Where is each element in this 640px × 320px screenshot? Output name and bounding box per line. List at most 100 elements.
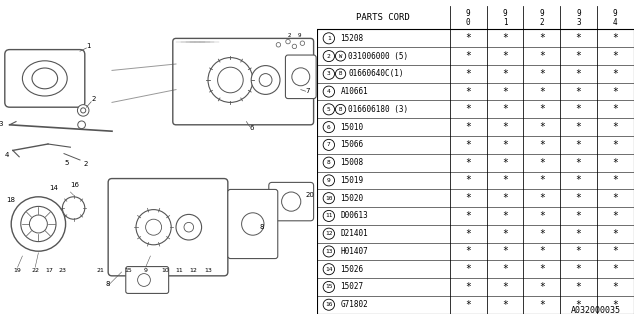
- Circle shape: [323, 51, 335, 62]
- Circle shape: [292, 68, 310, 86]
- Text: *: *: [539, 122, 545, 132]
- Text: *: *: [612, 51, 618, 61]
- Text: *: *: [465, 51, 471, 61]
- Ellipse shape: [32, 68, 58, 89]
- Text: *: *: [612, 175, 618, 185]
- Text: 11: 11: [325, 213, 333, 219]
- Text: 14: 14: [325, 267, 333, 272]
- Text: *: *: [612, 300, 618, 310]
- Text: 7: 7: [306, 88, 310, 94]
- Text: 16: 16: [70, 182, 79, 188]
- Text: 2: 2: [327, 53, 331, 59]
- Circle shape: [78, 121, 86, 129]
- Text: *: *: [575, 282, 581, 292]
- Circle shape: [62, 197, 84, 219]
- Circle shape: [77, 105, 89, 116]
- Text: 3: 3: [0, 121, 3, 127]
- Text: *: *: [575, 193, 581, 203]
- Text: *: *: [502, 193, 508, 203]
- Text: 15019: 15019: [340, 176, 364, 185]
- Text: 15008: 15008: [340, 158, 364, 167]
- Text: *: *: [465, 193, 471, 203]
- Text: G71802: G71802: [340, 300, 368, 309]
- Text: *: *: [502, 246, 508, 256]
- Circle shape: [323, 33, 335, 44]
- Text: *: *: [465, 33, 471, 43]
- Text: 16: 16: [325, 302, 333, 307]
- Text: 9
0: 9 0: [466, 9, 470, 27]
- Text: *: *: [575, 104, 581, 114]
- Text: 15026: 15026: [340, 265, 364, 274]
- Text: *: *: [575, 158, 581, 168]
- Text: 9: 9: [298, 33, 301, 38]
- Circle shape: [323, 104, 335, 115]
- Text: *: *: [575, 246, 581, 256]
- Text: *: *: [575, 122, 581, 132]
- Text: B: B: [339, 71, 342, 76]
- Circle shape: [323, 193, 335, 204]
- Text: D21401: D21401: [340, 229, 368, 238]
- Text: 12: 12: [325, 231, 333, 236]
- Circle shape: [292, 44, 297, 49]
- Text: 8: 8: [259, 224, 264, 230]
- Text: *: *: [502, 175, 508, 185]
- Text: *: *: [575, 175, 581, 185]
- Text: *: *: [502, 282, 508, 292]
- Text: 8: 8: [106, 281, 110, 287]
- Text: *: *: [539, 211, 545, 221]
- Text: 15066: 15066: [340, 140, 364, 149]
- Circle shape: [282, 192, 301, 211]
- Circle shape: [323, 264, 335, 275]
- Circle shape: [323, 86, 335, 97]
- Text: 14: 14: [50, 185, 58, 191]
- Circle shape: [184, 222, 194, 232]
- Text: *: *: [612, 104, 618, 114]
- Text: *: *: [465, 282, 471, 292]
- Text: 9
3: 9 3: [576, 9, 580, 27]
- Text: 19: 19: [13, 268, 22, 273]
- Text: *: *: [502, 264, 508, 274]
- Text: *: *: [465, 264, 471, 274]
- Text: *: *: [465, 122, 471, 132]
- Text: 11: 11: [175, 268, 183, 273]
- FancyBboxPatch shape: [173, 38, 314, 125]
- FancyBboxPatch shape: [125, 267, 169, 293]
- Text: *: *: [612, 246, 618, 256]
- Text: *: *: [502, 300, 508, 310]
- Text: *: *: [465, 211, 471, 221]
- Text: *: *: [539, 33, 545, 43]
- Text: *: *: [539, 175, 545, 185]
- Text: *: *: [539, 229, 545, 239]
- FancyBboxPatch shape: [108, 179, 228, 276]
- Circle shape: [323, 157, 335, 168]
- Text: *: *: [539, 246, 545, 256]
- Circle shape: [242, 213, 264, 235]
- Text: *: *: [502, 122, 508, 132]
- Text: *: *: [502, 87, 508, 97]
- Text: 4: 4: [5, 152, 9, 158]
- Circle shape: [146, 219, 161, 235]
- Circle shape: [335, 69, 346, 79]
- Text: 4: 4: [327, 89, 331, 94]
- Text: *: *: [465, 175, 471, 185]
- Text: *: *: [612, 158, 618, 168]
- Circle shape: [335, 104, 346, 114]
- Text: *: *: [612, 87, 618, 97]
- Text: *: *: [539, 104, 545, 114]
- Text: 15: 15: [124, 268, 132, 273]
- Text: *: *: [575, 211, 581, 221]
- Text: *: *: [539, 264, 545, 274]
- FancyBboxPatch shape: [269, 182, 314, 221]
- Text: 1: 1: [327, 36, 331, 41]
- Text: B: B: [339, 107, 342, 112]
- Text: *: *: [612, 69, 618, 79]
- Text: *: *: [502, 104, 508, 114]
- Text: *: *: [465, 229, 471, 239]
- Text: *: *: [465, 300, 471, 310]
- Text: 23: 23: [58, 268, 67, 273]
- Text: 8: 8: [327, 160, 331, 165]
- Text: *: *: [575, 140, 581, 150]
- Text: 21: 21: [97, 268, 105, 273]
- Text: *: *: [539, 51, 545, 61]
- Circle shape: [300, 41, 305, 45]
